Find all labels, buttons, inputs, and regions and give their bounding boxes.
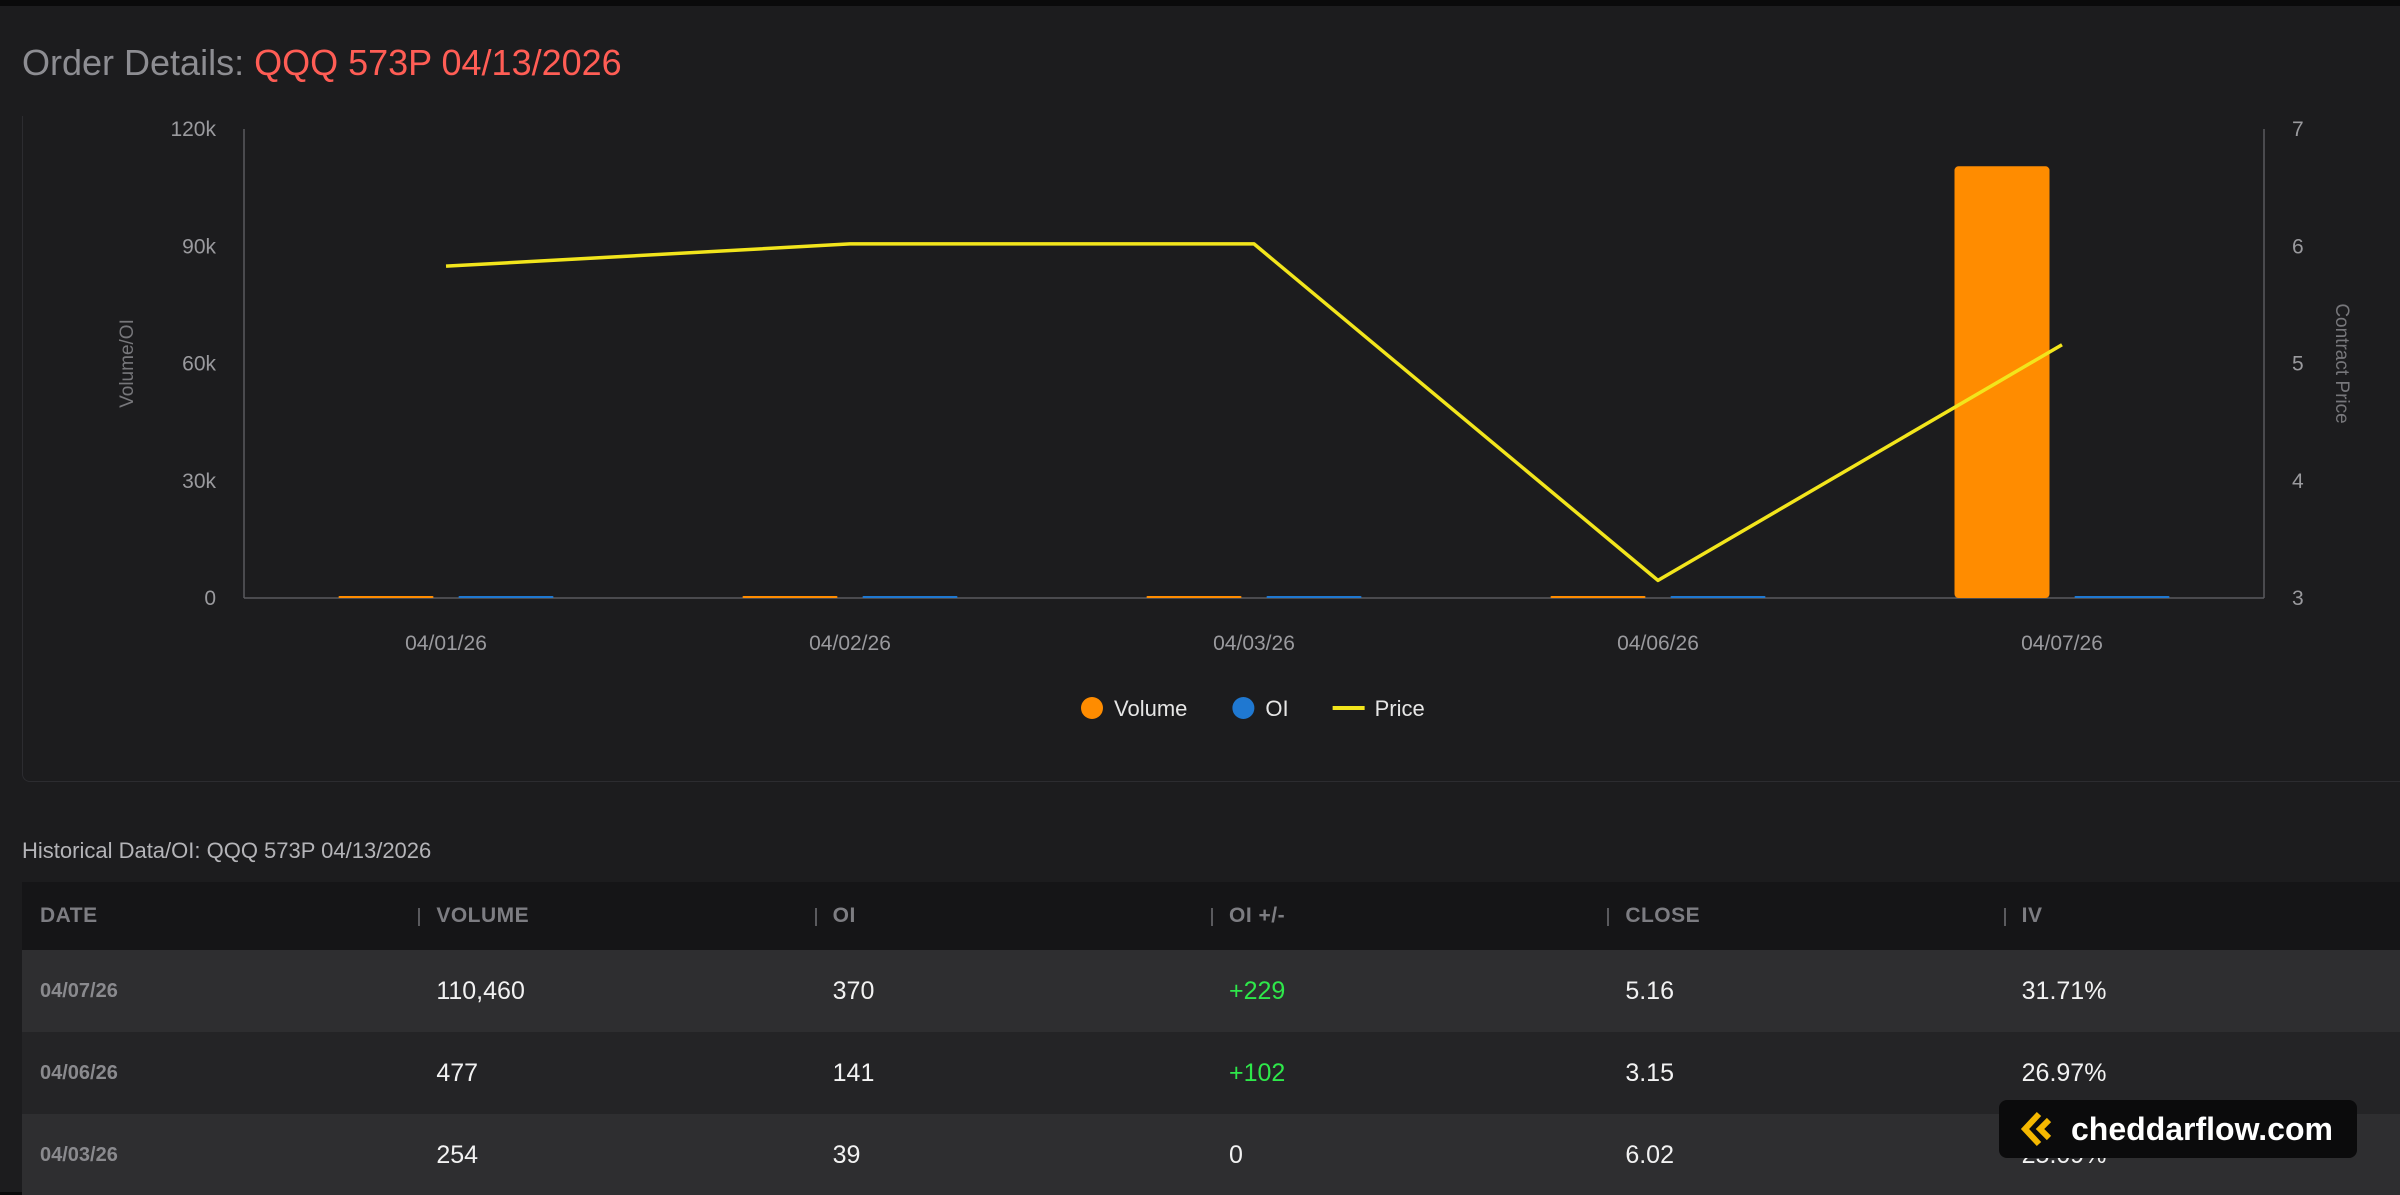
legend-item-volume[interactable]: Volume	[1081, 696, 1187, 721]
cell-oi-change: +102	[1228, 1058, 1286, 1087]
y-axis-title: Volume/OI	[117, 319, 138, 408]
table-body: 04/07/26 110,460 370 +229 5.16 31.71% 04/06/26…	[22, 950, 2400, 1195]
oi-bar[interactable]	[862, 596, 958, 598]
brand-badge[interactable]: cheddarflow.com	[1999, 1100, 2357, 1158]
chart-panel	[22, 116, 2400, 782]
y-tick-label: 30k	[182, 470, 216, 493]
y2-tick-label: 6	[2292, 235, 2304, 258]
oi-bar[interactable]	[2074, 596, 2170, 598]
oi-bar[interactable]	[1266, 596, 1362, 598]
x-tick-label: 04/07/26	[2021, 632, 2103, 655]
cell-oi: 370	[832, 976, 875, 1005]
column-header-iv[interactable]: IV	[2003, 882, 2400, 950]
legend-label: Volume	[1114, 696, 1187, 721]
oi-bar[interactable]	[458, 596, 554, 598]
legend-label: OI	[1265, 696, 1288, 721]
y2-tick-label: 3	[2292, 587, 2304, 610]
cell-oi: 141	[832, 1058, 875, 1087]
cell-date: 04/07/26	[40, 979, 118, 1002]
volume-bar[interactable]	[1954, 166, 2050, 598]
volume-bar[interactable]	[1550, 596, 1646, 598]
volume-bar[interactable]	[338, 596, 434, 598]
cell-oi-change: 0	[1228, 1140, 1243, 1169]
cell-date: 04/06/26	[40, 1061, 118, 1084]
y2-tick-label: 4	[2292, 470, 2304, 493]
cell-close: 5.16	[1625, 976, 1674, 1005]
cell-oi: 39	[832, 1140, 861, 1169]
y2-tick-label: 5	[2292, 353, 2304, 376]
cell-volume: 110,460	[436, 976, 525, 1005]
y2-axis-title: Contract Price	[2331, 303, 2352, 423]
x-tick-label: 04/02/26	[809, 632, 891, 655]
column-header-date[interactable]: DATE	[40, 904, 98, 927]
page-title: Order Details: QQQ 573P 04/13/2026	[22, 42, 622, 84]
contract-symbol: QQQ 573P 04/13/2026	[254, 42, 622, 83]
column-header-volume[interactable]: VOLUME	[418, 882, 814, 950]
legend-swatch	[1081, 697, 1103, 719]
y2-tick-label: 7	[2292, 118, 2304, 141]
historical-data-title: Historical Data/OI: QQQ 573P 04/13/2026	[22, 838, 432, 863]
volume-bar[interactable]	[742, 596, 838, 598]
table-header: DATE VOLUME OI OI +/- CLOSE IV	[22, 882, 2400, 950]
cell-iv: 31.71%	[2021, 976, 2107, 1005]
legend-swatch	[1232, 697, 1255, 719]
cell-close: 3.15	[1625, 1058, 1674, 1087]
column-header-oi[interactable]: OI	[814, 882, 1211, 950]
table-row[interactable]: 04/07/26 110,460 370 +229 5.16 31.71%	[22, 950, 2400, 1032]
order-details-panel: Order Details: QQQ 573P 04/13/2026 0 30k 6…	[0, 6, 2400, 1195]
column-header-oi[interactable]: OI +/-	[1210, 882, 1607, 950]
legend-item-price[interactable]: Price	[1332, 696, 1425, 721]
y-tick-label: 120k	[170, 118, 216, 141]
legend-item-oi[interactable]: OI	[1232, 696, 1289, 721]
historical-table: DATE VOLUME OI OI +/- CLOSE IV 04/07/26 110,46…	[22, 882, 2400, 1195]
volume-oi-price-chart: 0 30k 60k 90k 120k 3 4 5 6 7 04/01/26 04/02/26 04/03…	[117, 118, 2352, 721]
cell-date: 04/03/26	[40, 1143, 118, 1166]
cell-iv: 26.97%	[2021, 1058, 2107, 1087]
cell-volume: 254	[436, 1140, 479, 1169]
y-tick-label: 90k	[182, 235, 216, 258]
x-tick-label: 04/01/26	[405, 632, 487, 655]
y-tick-label: 0	[204, 587, 216, 610]
brand-name: cheddarflow.com	[2071, 1110, 2333, 1147]
x-tick-label: 04/03/26	[1213, 632, 1295, 655]
oi-bar[interactable]	[1670, 596, 1766, 598]
y-tick-label: 60k	[182, 353, 216, 376]
title-prefix: Order Details:	[22, 42, 255, 83]
legend-label: Price	[1375, 696, 1425, 721]
cheddar-logo-icon	[2020, 1111, 2052, 1147]
x-tick-label: 04/06/26	[1617, 632, 1699, 655]
cell-oi-change: +229	[1228, 976, 1286, 1005]
cell-volume: 477	[436, 1058, 479, 1087]
cell-close: 6.02	[1625, 1140, 1674, 1169]
volume-bar[interactable]	[1146, 596, 1242, 598]
price-line[interactable]	[445, 242, 2063, 583]
column-header-close[interactable]: CLOSE	[1607, 882, 2003, 950]
